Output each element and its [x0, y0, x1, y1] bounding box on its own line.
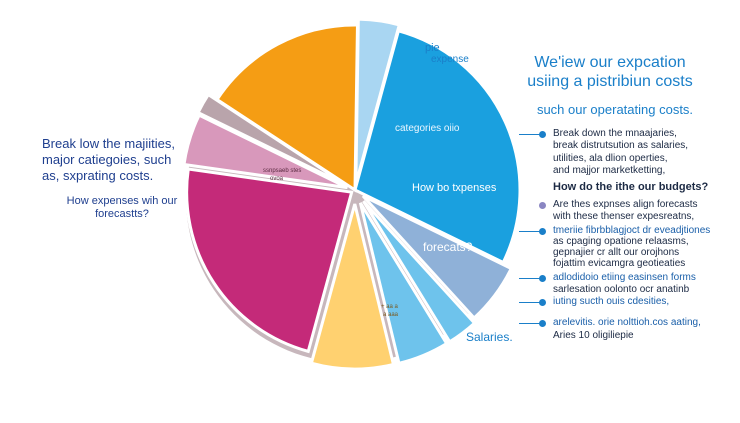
bullet-dot-icon — [539, 275, 546, 282]
bullet-text: sarlesation oolonto ocr anatinb — [553, 284, 690, 295]
pie-slices — [182, 17, 522, 371]
bullet-text: break distrutsution as salaries, — [553, 140, 689, 151]
leader-line — [519, 231, 541, 232]
right-heading-line: usiing a pistribiun costs — [527, 73, 693, 90]
left-callout-2-line: forecastts? — [95, 208, 149, 220]
bullet-text: Are thes expnses align forecasts — [553, 199, 698, 210]
bullet-text: adlodidoio etiing easinsen forms — [553, 272, 696, 283]
pie-slice-6 — [309, 203, 396, 371]
pie-slice-3 — [361, 194, 514, 321]
pie-tag-line1: pie — [425, 42, 440, 54]
leader-line — [519, 278, 541, 279]
bullet-text: gepnajier cr allt our orojhons — [553, 247, 680, 258]
pink-slice-small-2: ovoa — [270, 176, 284, 182]
pie-slice-8 — [182, 113, 349, 190]
pie-slice-9 — [196, 92, 348, 187]
left-callout-2-line: How expenses wih our — [66, 195, 178, 207]
left-callout-1-line: major catiegoies, such — [42, 152, 172, 167]
bullet-text: tmeriie fibrbblagjoct dr eveadjtiones — [553, 225, 711, 236]
bullet-text: and majjor marketketting, — [553, 165, 666, 176]
bullet-dot-icon — [539, 202, 546, 209]
bullet-text: with these thenser expesreatns, — [553, 211, 695, 222]
pie-slice-4 — [362, 200, 477, 344]
leader-line — [519, 323, 541, 324]
right-subheading: such our operatating costs. — [536, 102, 694, 117]
bullet-text: How do the ithe our budgets? — [553, 181, 709, 193]
bullet-text: fojattim evicamgra geotieaties — [553, 258, 686, 269]
bullet-dot-icon — [539, 228, 546, 235]
salaries-label: Salaries. — [466, 330, 513, 344]
pie-tag-line2: expense — [431, 54, 469, 65]
pie-slice-10 — [214, 23, 359, 193]
pie-labels: pie expense categories oiio How bo txpen… — [263, 42, 513, 344]
bullet-text: Aries 10 oligiliepie — [553, 330, 634, 341]
yellow-slice-small-1: + aa a — [381, 304, 399, 310]
bullet-text: Break down the mnaajaries, — [553, 128, 677, 139]
blue-slice-mid-label: How bo txpenses — [412, 182, 497, 194]
right-heading-line: We'iew our expcation — [534, 54, 686, 71]
bullet-text: utilities, ala dlion operties, — [553, 153, 668, 164]
pink-slice-small-1: ssnpsaeb stes — [263, 168, 301, 174]
bullet-text: arelevitis. orie nolttioh.cos aating, — [553, 317, 701, 328]
leader-line — [519, 134, 541, 135]
left-callout-1-line: as, sxprating costs. — [42, 168, 154, 183]
bullet-dot-icon — [539, 131, 546, 138]
left-callout-2: How expenses wih our forecastts? — [52, 195, 192, 221]
bullet-text: iuting sucth ouis cdesities, — [553, 296, 670, 307]
bullet-dot-icon — [539, 299, 546, 306]
bullet-dot-icon — [539, 320, 546, 327]
pie-slice-7 — [185, 167, 354, 354]
steel-slice-label: forecats? — [423, 240, 473, 254]
leader-line — [519, 302, 541, 303]
yellow-slice-small-2: a aaa — [383, 312, 399, 318]
right-heading: We'iew our expcation usiing a pistribiun… — [515, 53, 705, 91]
left-callout-1-line: Break low the majiities, — [42, 136, 175, 151]
left-callout-1: Break low the majiities, major catiegoie… — [42, 136, 182, 184]
pie-slice-5 — [358, 202, 449, 366]
blue-slice-label: categories oiio — [395, 123, 460, 134]
pie-slice-2 — [353, 28, 522, 265]
bullet-text: as cpaging opatione relaasms, — [553, 236, 689, 247]
